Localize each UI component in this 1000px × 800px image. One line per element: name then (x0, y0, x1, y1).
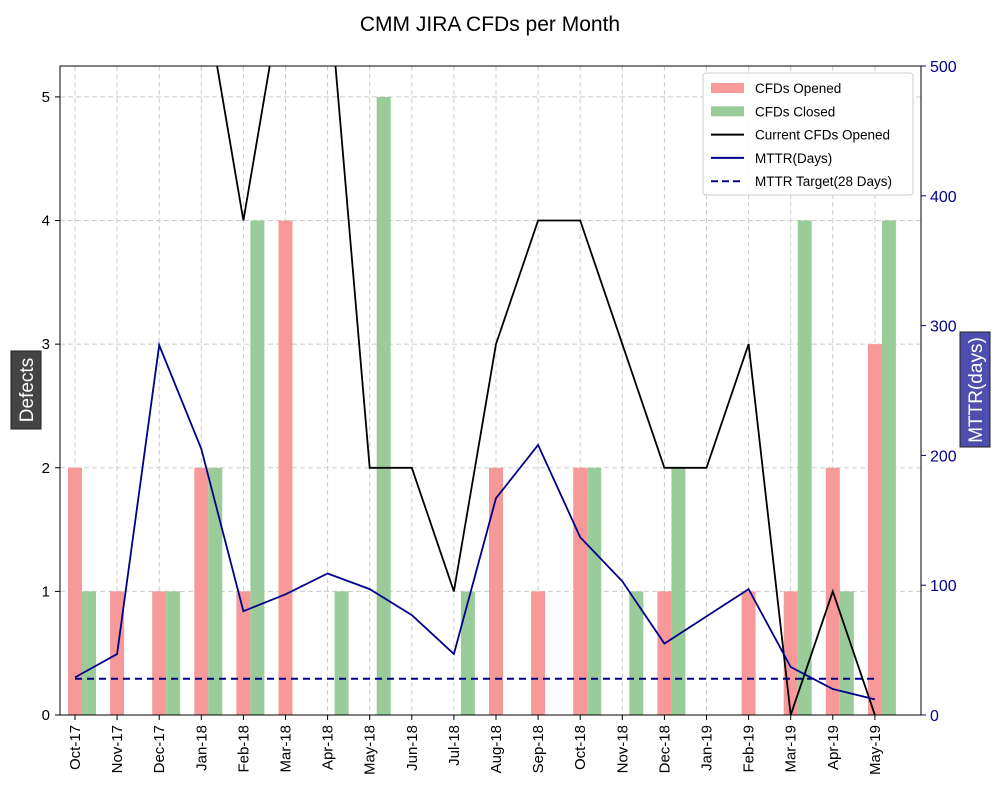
x-tick-label: Jun-18 (404, 725, 421, 771)
bar-cfds-closed (629, 591, 644, 715)
right-tick-label: 200 (930, 448, 957, 465)
left-axis-label: Defects (10, 350, 42, 430)
right-tick-label: 100 (930, 578, 957, 595)
x-tick-label: Jan-19 (699, 725, 716, 771)
x-tick-label: Oct-18 (572, 725, 589, 770)
left-axis-label-box (10, 350, 42, 430)
bar-cfds-opened (657, 591, 672, 715)
bar-cfds-closed (671, 467, 686, 715)
bar-cfds-closed (82, 591, 96, 715)
legend-label: Current CFDs Opened (755, 128, 890, 143)
legend-label: MTTR(Days) (755, 151, 832, 166)
legend-label: CFDs Opened (755, 81, 841, 96)
bar-cfds-opened (531, 591, 546, 715)
bar-cfds-closed (208, 467, 223, 715)
bar-cfds-opened (741, 591, 756, 715)
axes: 0 1 2 3 4 5 0 100 200 300 400 500 Oct-17 Nov-17 Dec-17… (42, 59, 957, 775)
bar-cfds-closed (376, 96, 391, 715)
legend: CFDs Opened CFDs Closed Current CFDs Opene… (702, 72, 914, 196)
x-tick-label: Sep-18 (530, 725, 547, 773)
x-tick-label: Dec-17 (151, 725, 168, 773)
x-tick-label: Apr-18 (320, 725, 337, 770)
bars (68, 96, 896, 715)
x-tick-label: Mar-19 (783, 725, 800, 773)
left-tick-label: 0 (42, 707, 50, 724)
right-tick-label: 300 (930, 319, 957, 336)
right-axis-label-text: MTTR(days) (966, 337, 987, 443)
left-tick-label: 3 (42, 336, 50, 353)
x-tick-label: Nov-17 (109, 725, 126, 773)
x-tick-label: May-18 (362, 725, 379, 775)
x-tick-label: May-19 (867, 725, 884, 775)
legend-label: MTTR Target(28 Days) (755, 174, 892, 189)
right-axis-label-box (959, 331, 991, 448)
bar-cfds-opened (194, 467, 209, 715)
bar-cfds-closed (839, 591, 854, 715)
left-axis-label-text: Defects (17, 358, 38, 422)
x-tick-label: Jan-18 (193, 725, 210, 771)
bar-cfds-opened (867, 344, 882, 715)
left-tick-label: 5 (42, 89, 50, 106)
lines (74, 66, 876, 715)
legend-box (702, 72, 914, 196)
x-tick-label: Jul-18 (446, 725, 463, 766)
x-tick-label: Feb-19 (741, 725, 758, 773)
x-tick-label: Mar-18 (278, 725, 295, 773)
right-tick-label: 0 (930, 708, 939, 725)
bar-cfds-closed (250, 220, 265, 715)
right-tick-label: 400 (930, 189, 957, 206)
bar-cfds-closed (166, 591, 181, 715)
bar-cfds-opened (236, 591, 251, 715)
chart-title: CMM JIRA CFDs per Month (360, 13, 620, 36)
left-tick-label: 2 (42, 460, 50, 477)
left-tick-label: 4 (42, 213, 50, 230)
line-current-cfds-opened (216, 66, 876, 715)
x-tick-label: Dec-18 (656, 725, 673, 773)
bar-cfds-closed (797, 220, 812, 715)
x-tick-label: Feb-18 (235, 725, 252, 773)
bar-cfds-opened (152, 591, 167, 715)
legend-label: CFDs Closed (755, 104, 835, 119)
bar-cfds-closed (587, 467, 602, 715)
bar-cfds-opened (278, 220, 293, 715)
line-mttr (74, 341, 876, 701)
bar-cfds-closed (460, 591, 475, 715)
bar-cfds-closed (334, 591, 349, 715)
x-tick-label: Aug-18 (488, 725, 505, 773)
plot-frame (59, 65, 922, 716)
bar-cfds-opened (783, 591, 798, 715)
legend-swatch (711, 83, 744, 93)
right-tick-label: 500 (930, 59, 957, 76)
bar-cfds-closed (881, 220, 896, 715)
x-tick-label: Nov-18 (614, 725, 631, 773)
bar-cfds-opened (68, 467, 82, 715)
x-tick-label: Apr-19 (825, 725, 842, 770)
right-axis-label: MTTR(days) (959, 331, 991, 448)
legend-swatch (711, 106, 744, 117)
x-tick-label: Oct-17 (67, 725, 84, 770)
bar-cfds-opened (489, 467, 503, 715)
left-tick-label: 1 (42, 583, 50, 600)
